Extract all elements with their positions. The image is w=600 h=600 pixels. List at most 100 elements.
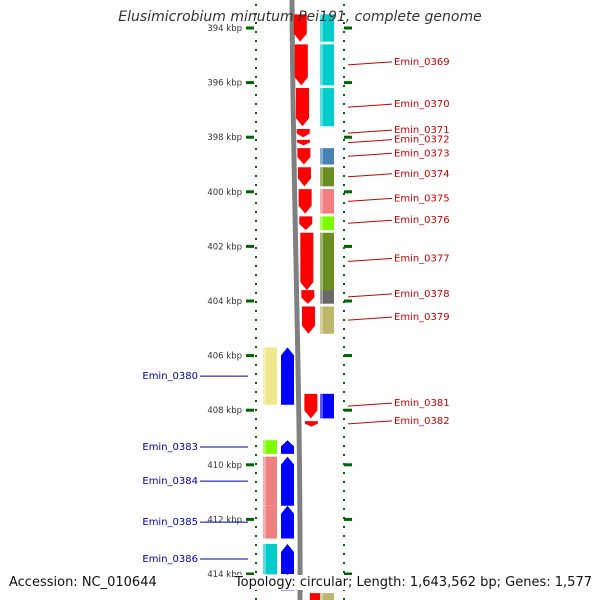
axis-tick: [246, 463, 254, 467]
gene-label: Emin_0375: [394, 193, 450, 204]
cog-block: [320, 593, 334, 600]
cds-arrow: [304, 393, 318, 419]
cog-block: [320, 306, 334, 334]
cog-block: [320, 167, 334, 187]
cog-block-highlight: [320, 306, 323, 334]
cog-block-highlight: [263, 543, 266, 574]
cog-block: [320, 232, 334, 291]
axis-tick: [344, 26, 352, 30]
axis-tick: [246, 81, 254, 85]
label-leader-line: [347, 402, 393, 407]
cog-block: [320, 14, 334, 42]
axis-tick-label: 408 kbp: [207, 406, 242, 416]
cog-block: [320, 393, 334, 419]
cog-block-highlight: [320, 148, 323, 165]
label-leader-line: [347, 61, 393, 66]
cds-arrow: [296, 139, 310, 146]
axis-tick: [344, 572, 352, 576]
cds-arrow: [294, 44, 308, 86]
cds-arrow: [299, 216, 313, 231]
label-leader-line: [347, 139, 393, 144]
cds-arrow: [298, 189, 312, 214]
cog-block: [320, 44, 334, 86]
genome-summary-text: Topology: circular; Length: 1,643,562 bp…: [234, 575, 592, 590]
cds-arrow: [281, 456, 294, 506]
label-leader-line: [347, 173, 393, 178]
cds-arrow: [296, 129, 310, 138]
cds-arrow: [301, 306, 315, 334]
cog-block: [320, 88, 334, 127]
axis-tick: [246, 354, 254, 358]
genome-backbone: [289, 0, 303, 600]
label-leader-line: [347, 152, 393, 157]
axis-tick: [344, 463, 352, 467]
gene-label: Emin_0374: [394, 169, 450, 180]
label-leader-line: [347, 129, 393, 134]
cds-arrow: [281, 543, 294, 574]
cds-arrow: [309, 593, 323, 600]
cog-block: [263, 347, 277, 405]
axis-tick-label: 394 kbp: [207, 24, 242, 34]
label-leader-line: [347, 316, 393, 321]
axis-tick: [246, 299, 254, 303]
cds-arrow: [281, 347, 294, 405]
axis-tick: [344, 244, 352, 248]
axis-tick: [344, 354, 352, 358]
axis-tick: [246, 190, 254, 194]
axis-tick-label: 396 kbp: [207, 79, 242, 89]
gene-label: Emin_0385: [142, 517, 198, 528]
axis-tick: [344, 135, 352, 139]
cds-arrow: [281, 505, 294, 539]
axis-tick: [246, 244, 254, 248]
axis-tick: [344, 408, 352, 412]
axis-tick: [344, 517, 352, 521]
cog-block: [263, 440, 277, 454]
strand-dot-guides: [255, 4, 345, 600]
gene-label: Emin_0373: [394, 148, 450, 159]
map-title: Elusimicrobium minutum Pei191, complete …: [118, 9, 482, 25]
cds-arrow: [281, 440, 294, 454]
cds-arrow: [296, 88, 310, 127]
cog-block: [320, 216, 334, 231]
cog-block-highlight: [320, 593, 323, 600]
axis-tick: [246, 517, 254, 521]
gene-label: Emin_0384: [142, 476, 198, 487]
gene-label: Emin_0386: [142, 554, 198, 565]
axis-tick-label: 412 kbp: [207, 515, 242, 525]
cog-block: [263, 543, 277, 574]
cog-block: [263, 505, 277, 539]
axis-tick-label: 404 kbp: [207, 297, 242, 307]
gene-label: Emin_0381: [394, 398, 450, 409]
gene-label: Emin_0380: [142, 371, 198, 382]
kbp-axis: 394 kbp 396 kbp 398 kbp 400 kbp 402 kbp 404 k…: [207, 24, 352, 580]
axis-tick: [246, 572, 254, 576]
label-leader-line: [347, 293, 393, 298]
gene-label: Emin_0383: [142, 442, 198, 453]
cog-block-highlight: [263, 456, 266, 506]
cds-arrow: [293, 14, 307, 42]
gene-label: Emin_0377: [394, 253, 450, 264]
label-leader-line: [347, 257, 393, 262]
cog-block: [320, 189, 334, 214]
cog-block-highlight: [320, 44, 323, 86]
accession-text: Accession: NC_010644: [9, 575, 157, 590]
cog-block-highlight: [320, 14, 323, 42]
axis-tick: [246, 408, 254, 412]
cog-block-highlight: [320, 189, 323, 214]
axis-tick: [246, 26, 254, 30]
axis-tick: [344, 81, 352, 85]
gene-label: Emin_0379: [394, 312, 450, 323]
cds-arrow: [304, 421, 318, 427]
cds-arrow: [297, 167, 311, 187]
gene-label: Emin_0369: [394, 57, 450, 68]
gene-label: Emin_0371: [394, 125, 450, 136]
axis-tick-label: 402 kbp: [207, 242, 242, 252]
axis-tick: [344, 299, 352, 303]
axis-tick: [246, 135, 254, 139]
cog-block: [320, 148, 334, 165]
label-leader-line: [347, 103, 393, 108]
gene-label: Emin_0372: [394, 135, 450, 146]
axis-tick-label: 410 kbp: [207, 461, 242, 471]
